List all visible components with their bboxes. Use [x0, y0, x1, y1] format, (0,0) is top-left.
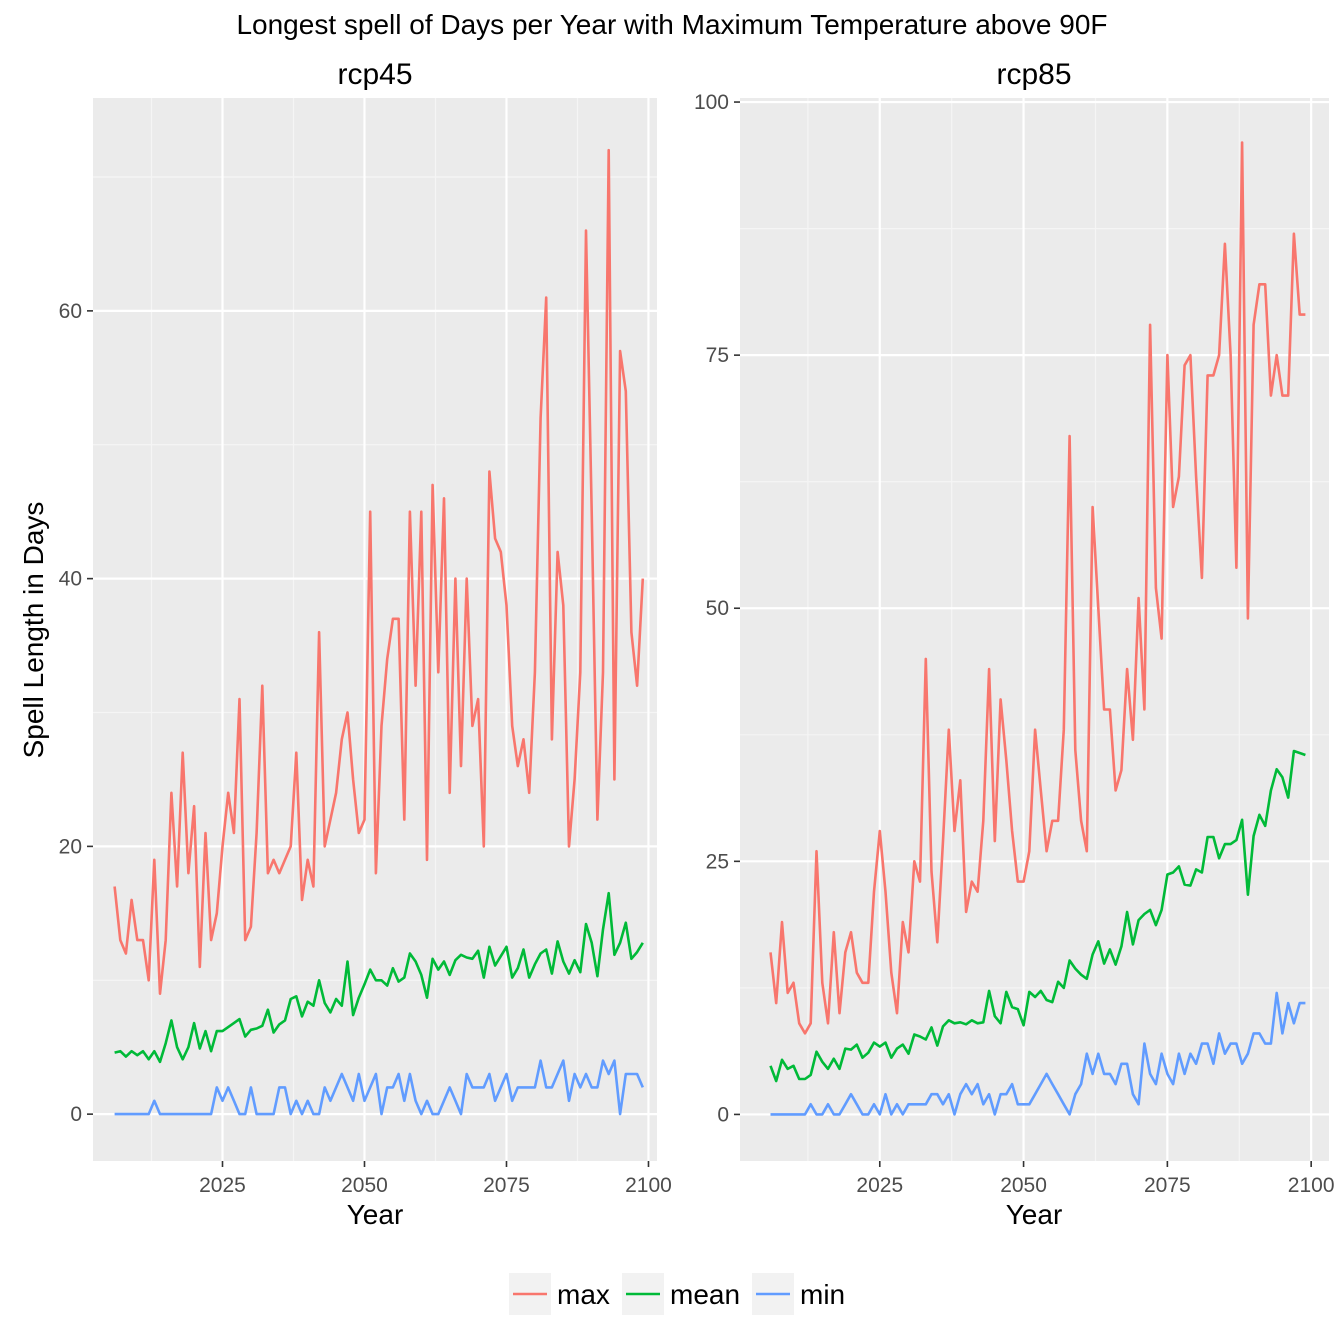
series-line-min	[770, 991, 1306, 1116]
chart-title: Longest spell of Days per Year with Maxi…	[236, 9, 1107, 40]
y-tick-label: 20	[59, 835, 82, 858]
series-line-mean	[114, 891, 644, 1064]
x-tick-label: 2050	[341, 1174, 388, 1197]
legend-label-min: min	[800, 1279, 845, 1310]
series-line-min	[114, 1059, 644, 1116]
x-axis-title-right: Year	[1006, 1199, 1063, 1230]
legend-label-mean: mean	[670, 1279, 740, 1310]
panel-title-left: rcp45	[337, 58, 412, 91]
y-tick-label: 25	[706, 850, 729, 873]
panel-background	[93, 98, 657, 1161]
x-tick-label: 2025	[856, 1174, 903, 1197]
y-axis-title: Spell Length in Days	[18, 502, 49, 759]
y-tick-label: 0	[717, 1103, 729, 1126]
legend-label-max: max	[557, 1279, 610, 1310]
y-tick-label: 75	[706, 344, 729, 367]
x-tick-label: 2100	[1288, 1174, 1335, 1197]
panel-rcp85: 2025 2050 2075 2100 0 25 50 75 100	[694, 91, 1335, 1197]
y-tick-label: 0	[70, 1103, 82, 1126]
panel-rcp45: 2025 2050 2075 2100 0 20 40 60	[59, 98, 672, 1197]
y-tick-label: 40	[59, 568, 82, 591]
x-tick-label: 2075	[483, 1174, 530, 1197]
x-tick-label: 2100	[625, 1174, 672, 1197]
series-line-mean	[769, 749, 1306, 1083]
x-tick-label: 2075	[1144, 1174, 1191, 1197]
y-tick-label: 50	[706, 597, 729, 620]
series-line-max	[769, 141, 1306, 1035]
x-axis-title-left: Year	[347, 1199, 404, 1230]
y-tick-label: 60	[59, 300, 82, 323]
x-tick-label: 2025	[199, 1174, 246, 1197]
series-line-max	[113, 148, 645, 996]
x-tick-label: 2050	[1000, 1174, 1047, 1197]
y-tick-label: 100	[694, 91, 729, 114]
panel-title-right: rcp85	[996, 58, 1071, 91]
legend: max mean min	[509, 1273, 845, 1315]
